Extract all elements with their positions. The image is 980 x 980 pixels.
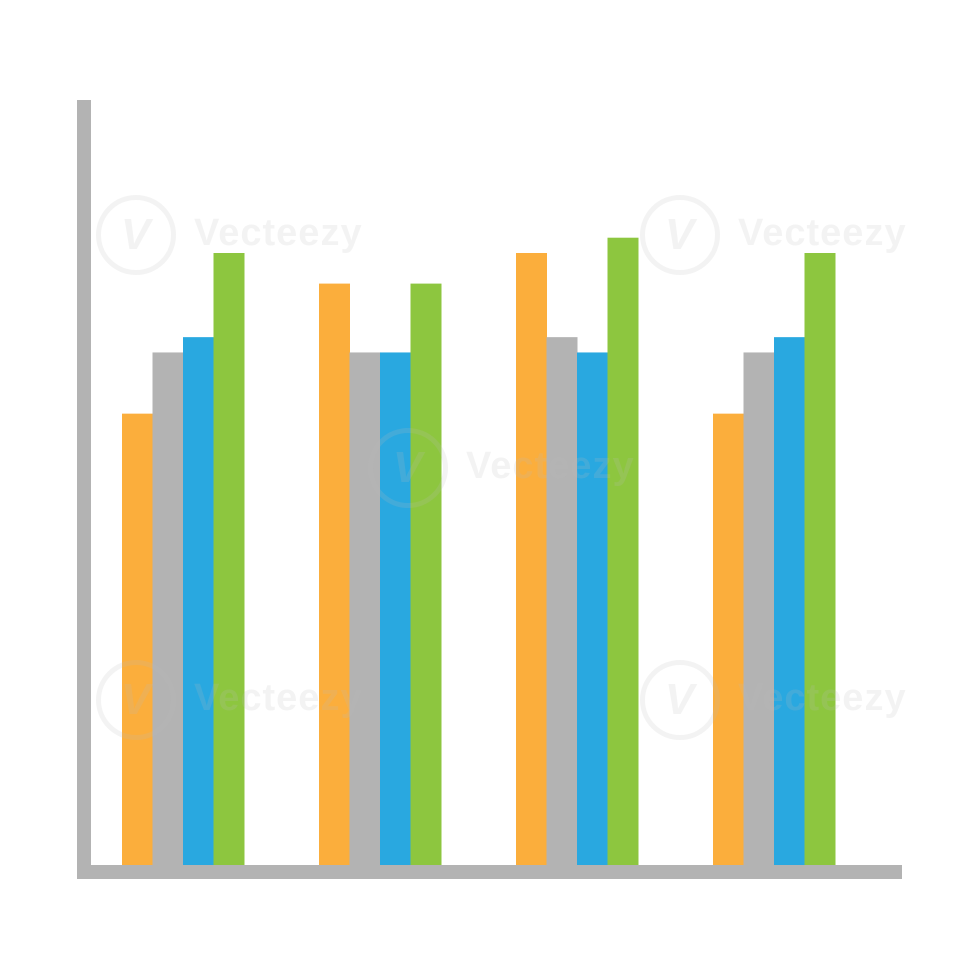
bar-group-4-series-3 bbox=[774, 337, 805, 865]
bar-group-3-series-1 bbox=[516, 253, 547, 865]
bar-group-1-series-4 bbox=[213, 253, 245, 865]
bar-group-4-series-2 bbox=[743, 352, 775, 865]
bar-group-2-series-3 bbox=[380, 352, 411, 865]
bar-group-3-series-4 bbox=[607, 237, 639, 865]
bars-group bbox=[122, 237, 836, 866]
bar-group-3-series-3 bbox=[577, 352, 608, 865]
bar-group-4-series-4 bbox=[804, 253, 836, 865]
bar-group-4-series-1 bbox=[713, 413, 744, 865]
bar-group-1-series-1 bbox=[122, 413, 153, 865]
bar-group-1-series-3 bbox=[183, 337, 214, 865]
bar-group-2-series-2 bbox=[349, 352, 381, 865]
bar-group-1-series-2 bbox=[152, 352, 184, 865]
bar-group-2-series-4 bbox=[410, 283, 442, 866]
bar-group-3-series-2 bbox=[546, 337, 578, 865]
bar-group-2-series-1 bbox=[319, 283, 350, 866]
